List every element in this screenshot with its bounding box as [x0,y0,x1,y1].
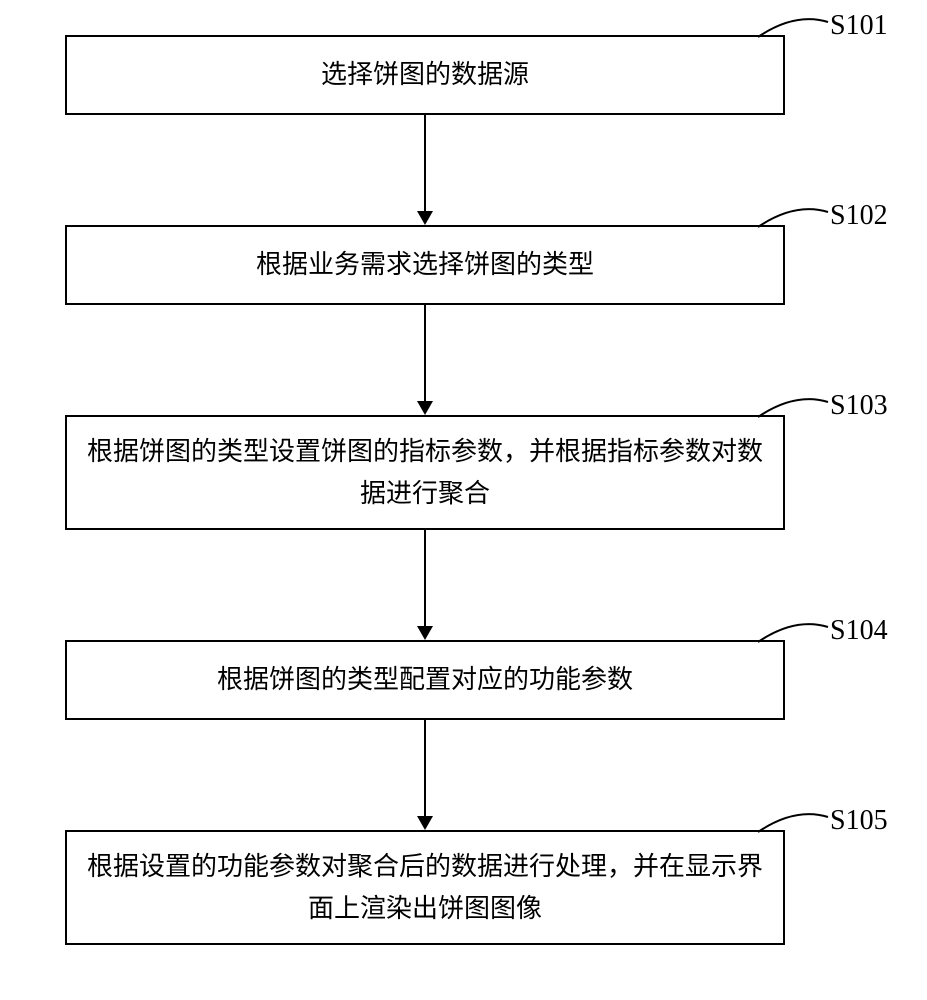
flow-node-2-text: 根据业务需求选择饼图的类型 [256,244,594,286]
flow-label-2: S102 [830,200,888,232]
flow-node-1: 选择饼图的数据源 [65,35,785,115]
flowchart-diagram: 选择饼图的数据源 S101 根据业务需求选择饼图的类型 S102 根据饼图的类型… [0,0,927,1000]
flow-node-4-text: 根据饼图的类型配置对应的功能参数 [217,659,633,701]
flow-node-3: 根据饼图的类型设置饼图的指标参数，并根据指标参数对数据进行聚合 [65,415,785,530]
flow-node-5-text: 根据设置的功能参数对聚合后的数据进行处理，并在显示界面上渲染出饼图图像 [87,846,763,929]
flow-node-2: 根据业务需求选择饼图的类型 [65,225,785,305]
flow-label-3: S103 [830,390,888,422]
flow-label-5: S105 [830,805,888,837]
flow-node-1-text: 选择饼图的数据源 [321,54,529,96]
flow-node-3-text: 根据饼图的类型设置饼图的指标参数，并根据指标参数对数据进行聚合 [87,431,763,514]
flow-node-4: 根据饼图的类型配置对应的功能参数 [65,640,785,720]
flow-label-4: S104 [830,615,888,647]
flow-node-5: 根据设置的功能参数对聚合后的数据进行处理，并在显示界面上渲染出饼图图像 [65,830,785,945]
flow-label-1: S101 [830,10,888,42]
